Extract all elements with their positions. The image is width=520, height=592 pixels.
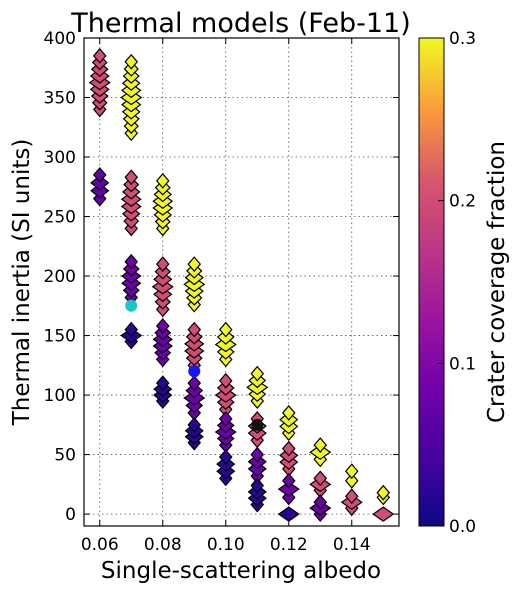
data-point-28-2 <box>313 494 328 511</box>
colorbar-tick-label: 0.1 <box>449 354 476 374</box>
data-point-20-3 <box>250 446 265 463</box>
data-point-3-7 <box>124 169 139 186</box>
data-point-4-5 <box>124 253 139 270</box>
data-point-18-4 <box>250 365 265 382</box>
data-point-27-2 <box>313 470 328 487</box>
highlight-point-2 <box>251 418 264 431</box>
data-point-6-7 <box>155 172 170 189</box>
data-point-26-2 <box>313 437 328 453</box>
data-point-21-3 <box>250 477 265 494</box>
y-tick-label: 50 <box>54 446 76 466</box>
plot-frame <box>83 37 400 527</box>
y-tick-label: 150 <box>44 327 76 347</box>
y-tick-label: 0 <box>65 505 76 525</box>
y-tick-label: 200 <box>44 267 76 287</box>
colorbar-tick-label: 0.3 <box>449 29 476 49</box>
data-markers <box>88 47 395 523</box>
colorbar-ticks: 0.0 0.1 0.2 0.3 <box>438 29 476 537</box>
data-point-17-3 <box>218 449 233 465</box>
y-tick-label: 400 <box>44 29 76 49</box>
data-point-31-1 <box>376 484 391 501</box>
chart-title: Thermal models (Feb-11) <box>70 8 410 39</box>
data-point-25-0 <box>277 506 300 522</box>
x-tick-label: 0.08 <box>144 535 182 555</box>
data-point-29-1 <box>344 463 359 480</box>
x-tick-label: 0.10 <box>207 535 245 555</box>
data-point-15-4 <box>218 372 233 389</box>
data-point-16-4 <box>218 410 233 427</box>
x-tick-label: 0.14 <box>333 535 371 555</box>
data-point-0-8 <box>92 47 107 64</box>
y-axis-label: Thermal inertia (SI units) <box>9 139 35 427</box>
y-tick-label: 300 <box>44 148 76 168</box>
x-tick-label: 0.12 <box>270 535 308 555</box>
y-tick-label: 350 <box>44 89 76 109</box>
data-point-1-2 <box>90 175 110 191</box>
x-axis-ticks: 0.06 0.08 0.10 0.12 0.14 <box>81 38 371 555</box>
x-axis-label: Single-scattering albedo <box>101 558 381 584</box>
highlight-point-0 <box>125 299 138 312</box>
colorbar-tick-label: 0.2 <box>449 192 476 212</box>
data-point-14-4 <box>218 321 233 338</box>
highlight-points <box>125 299 264 431</box>
data-point-11-5 <box>187 321 202 338</box>
x-tick-label: 0.06 <box>81 535 119 555</box>
data-point-12-4 <box>187 375 202 392</box>
data-point-23-3 <box>281 440 296 457</box>
data-point-1-3 <box>92 166 107 183</box>
data-point-10-6 <box>187 256 202 273</box>
highlight-point-1 <box>188 365 201 378</box>
colorbar-tick-label: 0.0 <box>449 517 476 537</box>
data-point-29-0 <box>344 472 359 489</box>
y-axis-ticks: 0 50 100 150 200 250 300 350 400 <box>44 29 399 525</box>
data-point-22-3 <box>281 405 296 421</box>
data-point-32-0 <box>372 506 395 522</box>
data-point-13-3 <box>187 416 202 433</box>
colorbar-label: Crater coverage fraction <box>484 141 510 423</box>
colorbar <box>418 37 445 527</box>
data-point-24-1 <box>277 481 300 497</box>
data-point-30-2 <box>344 488 359 505</box>
y-tick-label: 100 <box>44 386 76 406</box>
data-point-8-5 <box>155 318 170 334</box>
data-point-2-10 <box>124 53 139 70</box>
data-point-7-6 <box>155 256 170 273</box>
y-tick-label: 250 <box>44 208 76 228</box>
data-point-24-2 <box>281 472 296 489</box>
data-point-5-2 <box>124 321 139 338</box>
data-point-9-3 <box>155 375 170 392</box>
data-point-1-1 <box>90 182 110 199</box>
